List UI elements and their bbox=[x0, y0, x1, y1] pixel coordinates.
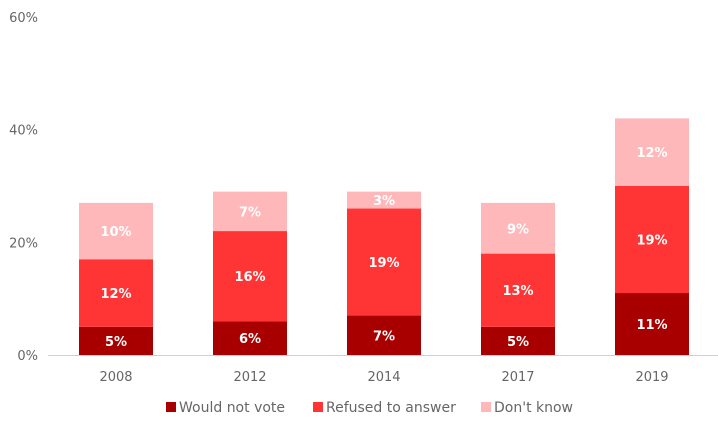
bar-segment-refused-to-answer bbox=[615, 186, 689, 294]
y-tick-label: 60% bbox=[9, 11, 38, 26]
bar-segment-would-not-vote bbox=[79, 326, 153, 355]
legend-swatch-icon bbox=[481, 402, 491, 412]
data-label: 16% bbox=[234, 270, 265, 285]
bar-segment-refused-to-answer bbox=[481, 253, 555, 327]
bar-segment-would-not-vote bbox=[615, 293, 689, 355]
bar-segment-would-not-vote bbox=[481, 326, 555, 355]
legend-label: Don't know bbox=[494, 400, 573, 416]
bar-segment-would-not-vote bbox=[347, 315, 421, 355]
legend-swatch-icon bbox=[166, 402, 176, 412]
data-label: 6% bbox=[239, 332, 261, 347]
data-label: 3% bbox=[373, 194, 395, 209]
y-tick-label: 20% bbox=[9, 236, 38, 251]
bar-segment-don-t-know bbox=[213, 191, 287, 232]
data-label: 19% bbox=[636, 234, 667, 249]
x-tick-label: 2014 bbox=[367, 370, 400, 385]
y-tick-label: 0% bbox=[17, 349, 38, 364]
bar-segment-refused-to-answer bbox=[347, 208, 421, 316]
y-tick-label: 40% bbox=[9, 124, 38, 139]
bar-segment-don-t-know bbox=[79, 202, 153, 260]
data-label: 12% bbox=[636, 146, 667, 161]
bar-segment-don-t-know bbox=[615, 118, 689, 186]
data-label: 5% bbox=[105, 335, 127, 350]
data-label: 12% bbox=[100, 287, 131, 302]
data-label: 13% bbox=[502, 284, 533, 299]
data-label: 7% bbox=[373, 329, 395, 344]
legend-swatch-icon bbox=[313, 402, 323, 412]
bar-segment-don-t-know bbox=[347, 191, 421, 209]
data-label: 5% bbox=[507, 335, 529, 350]
legend-label: Would not vote bbox=[179, 400, 285, 416]
bar-segment-would-not-vote bbox=[213, 321, 287, 355]
bar-segment-don-t-know bbox=[481, 202, 555, 254]
x-tick-label: 2012 bbox=[233, 370, 266, 385]
data-label: 7% bbox=[239, 205, 261, 220]
legend-label: Refused to answer bbox=[326, 400, 456, 416]
x-tick-label: 2017 bbox=[501, 370, 534, 385]
data-label: 19% bbox=[368, 256, 399, 271]
data-label: 10% bbox=[100, 225, 131, 240]
x-tick-label: 2019 bbox=[635, 370, 668, 385]
bar-segment-refused-to-answer bbox=[213, 231, 287, 322]
x-tick-label: 2008 bbox=[99, 370, 132, 385]
data-label: 11% bbox=[636, 318, 667, 333]
bar-segment-refused-to-answer bbox=[79, 259, 153, 327]
data-label: 9% bbox=[507, 222, 529, 237]
